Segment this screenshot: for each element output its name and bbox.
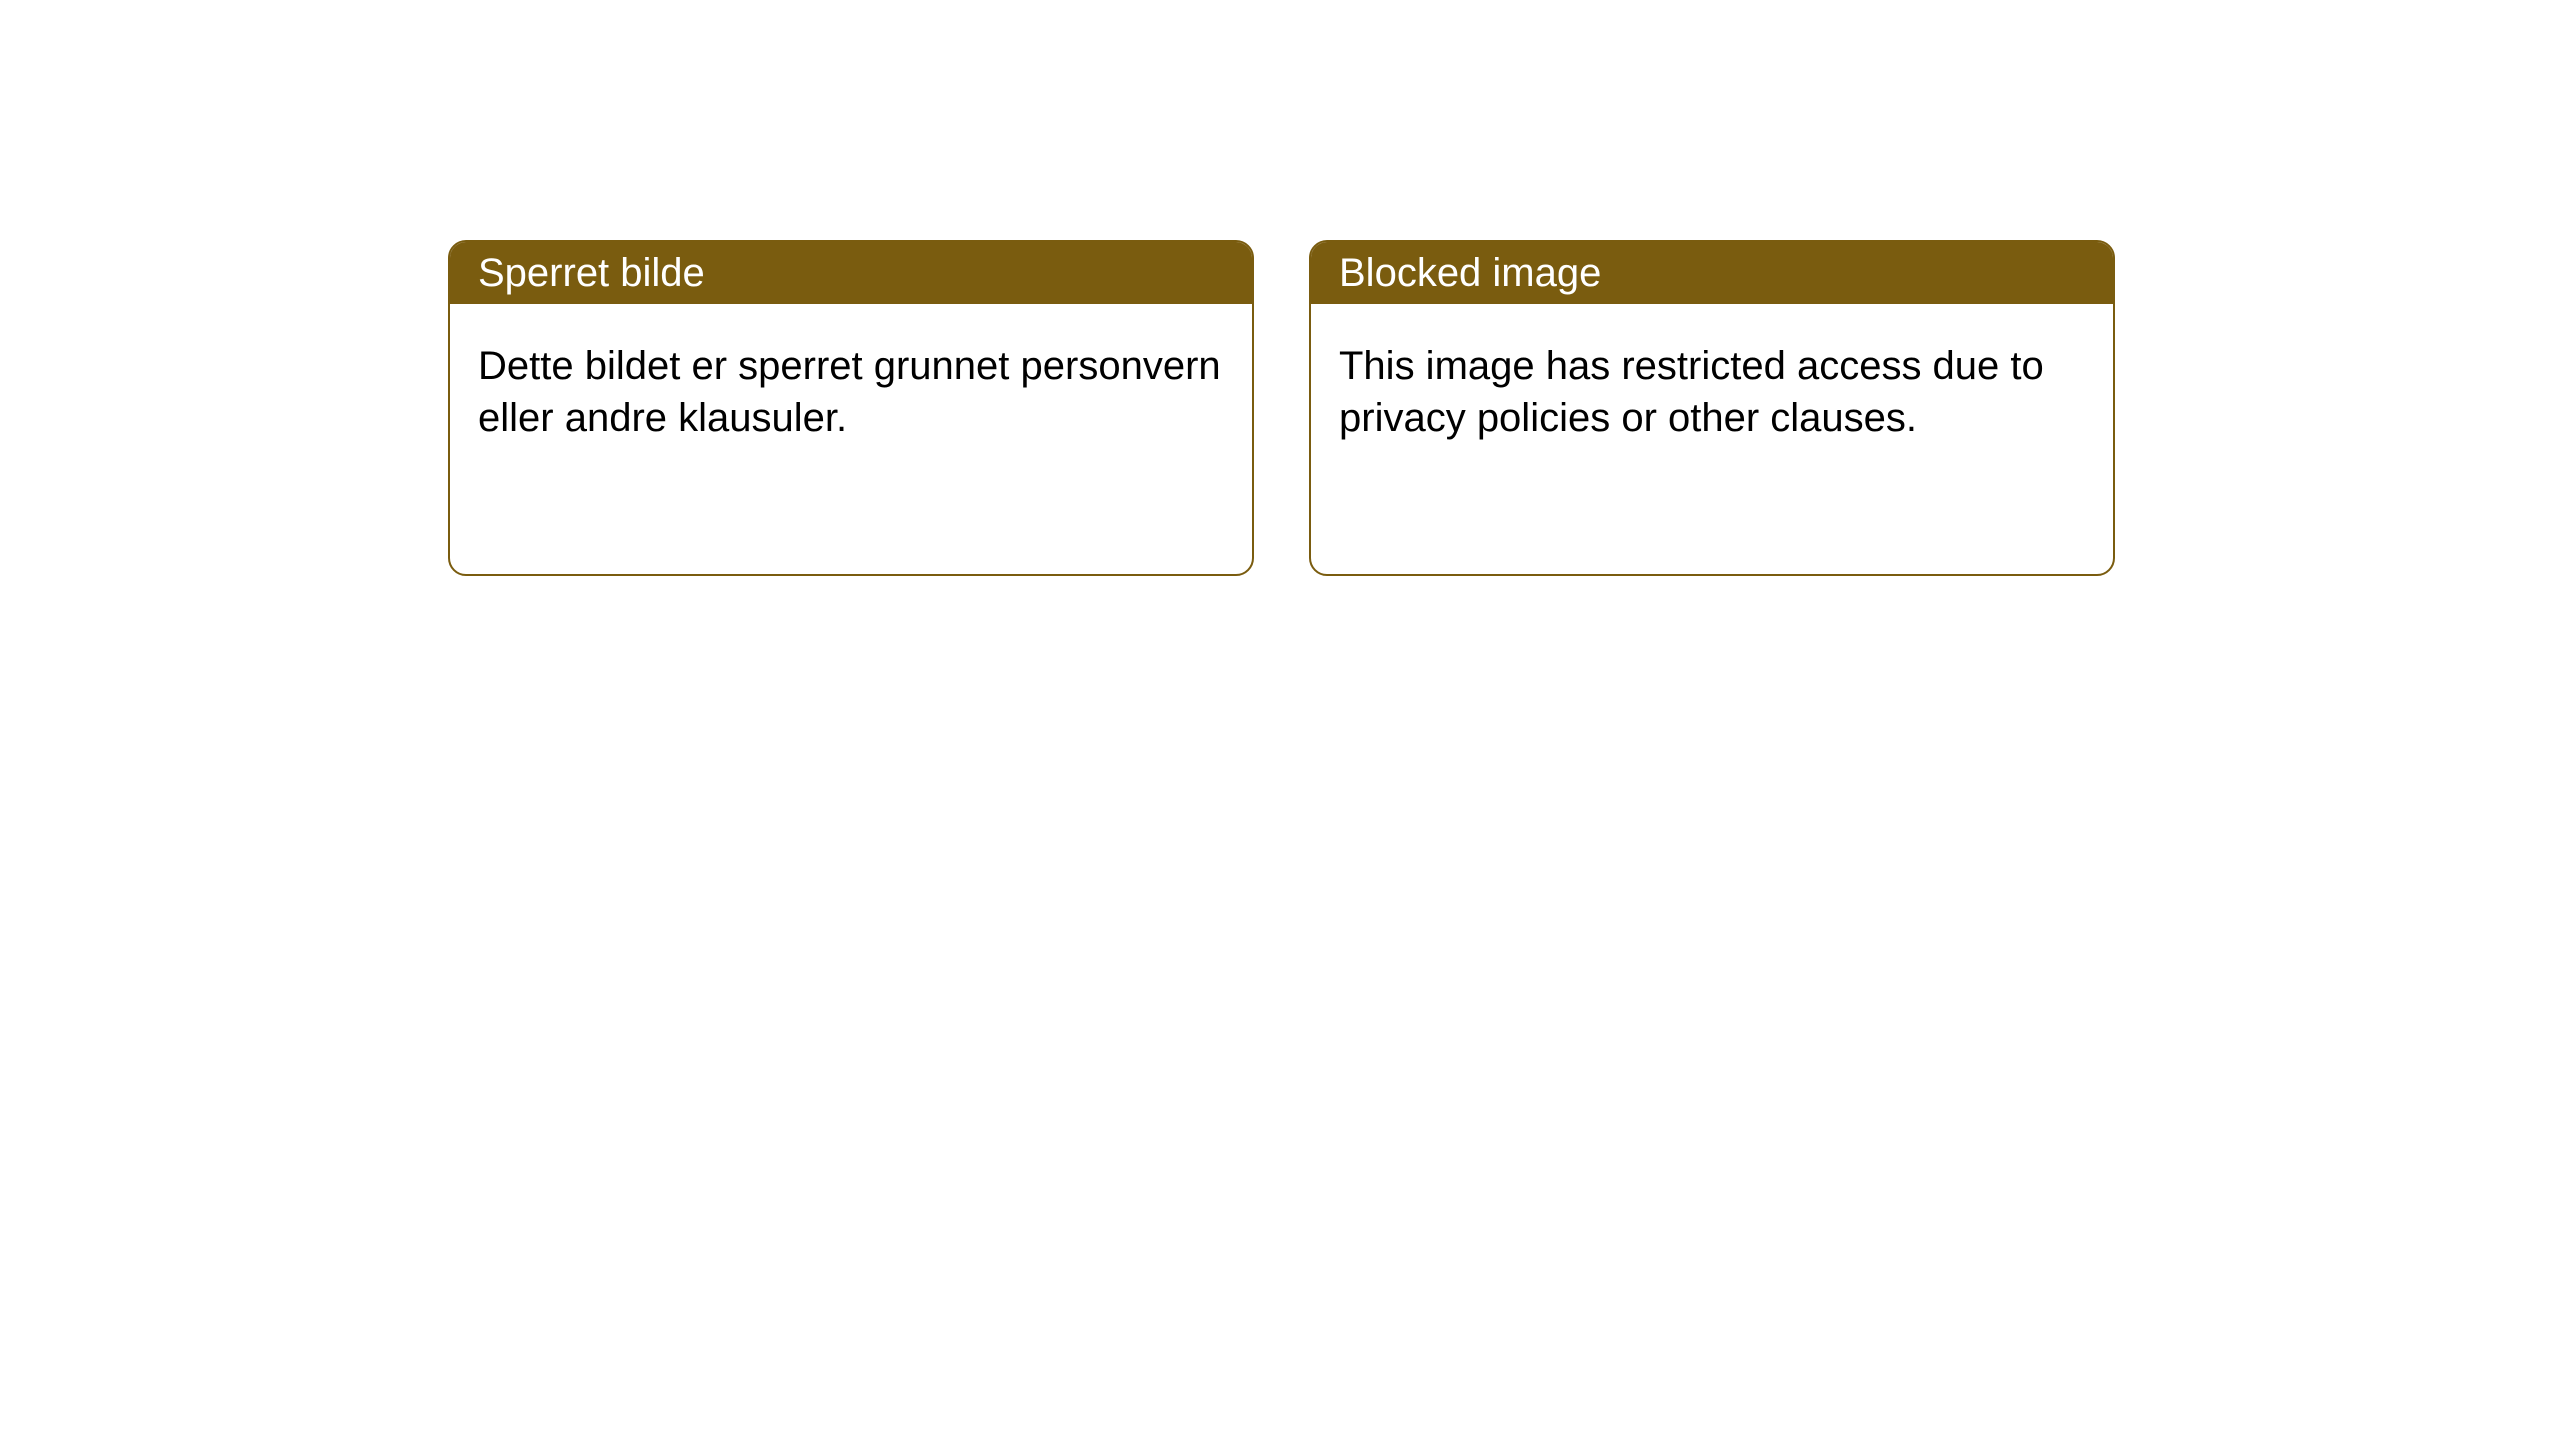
notice-title-norwegian: Sperret bilde	[478, 251, 705, 296]
notice-header-english: Blocked image	[1311, 242, 2113, 304]
notice-text-english: This image has restricted access due to …	[1339, 344, 2044, 440]
notice-text-norwegian: Dette bildet er sperret grunnet personve…	[478, 344, 1221, 440]
notice-box-norwegian: Sperret bilde Dette bildet er sperret gr…	[448, 240, 1254, 576]
notice-body-english: This image has restricted access due to …	[1311, 304, 2113, 480]
notice-container: Sperret bilde Dette bildet er sperret gr…	[0, 0, 2560, 576]
notice-box-english: Blocked image This image has restricted …	[1309, 240, 2115, 576]
notice-header-norwegian: Sperret bilde	[450, 242, 1252, 304]
notice-title-english: Blocked image	[1339, 251, 1601, 296]
notice-body-norwegian: Dette bildet er sperret grunnet personve…	[450, 304, 1252, 480]
